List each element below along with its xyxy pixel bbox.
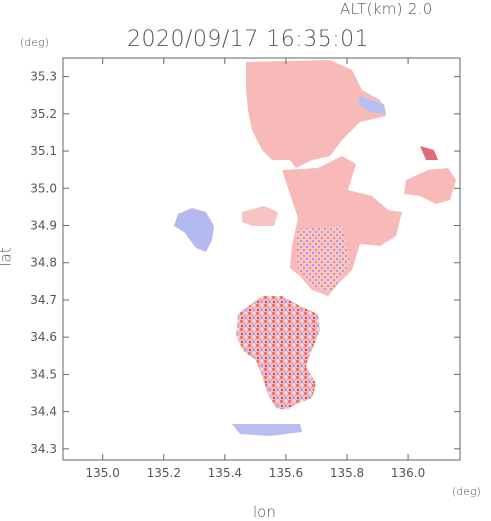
echo-south-line bbox=[232, 424, 302, 436]
x-axis: 135.0 135.2 135.4 135.6 135.8 136.0 bbox=[86, 58, 425, 480]
echo-east-patch bbox=[404, 168, 456, 204]
y-tick-label: 34.9 bbox=[30, 219, 57, 233]
plot-frame bbox=[62, 57, 461, 461]
y-tick-label: 34.4 bbox=[30, 405, 57, 419]
x-tick-label: 135.6 bbox=[269, 466, 303, 480]
echo-west-blue bbox=[174, 208, 214, 252]
x-tick-label: 135.2 bbox=[147, 466, 181, 480]
y-tick-label: 35.2 bbox=[30, 107, 57, 121]
echo-layer bbox=[174, 60, 456, 436]
y-axis: 34.3 34.4 34.5 34.6 34.7 34.8 34.9 35.0 35.1 35.2… bbox=[30, 70, 460, 456]
y-tick-label: 35.1 bbox=[30, 144, 57, 158]
x-tick-label: 136.0 bbox=[391, 466, 425, 480]
timestamp-title: 2020/09/17 16:35:01 bbox=[127, 27, 370, 52]
y-tick-label: 34.8 bbox=[30, 256, 57, 270]
y-tick-label: 34.6 bbox=[30, 330, 57, 344]
echo-north-blue bbox=[358, 96, 386, 114]
x-unit-label: (deg) bbox=[452, 485, 481, 498]
x-tick-label: 135.0 bbox=[86, 466, 120, 480]
y-tick-label: 34.7 bbox=[30, 293, 57, 307]
x-tick-label: 135.8 bbox=[330, 466, 364, 480]
y-tick-label: 35.0 bbox=[30, 181, 57, 195]
echo-central-speckle bbox=[296, 226, 350, 292]
x-axis-title: lon bbox=[253, 503, 276, 521]
y-tick-label: 34.3 bbox=[30, 442, 57, 456]
x-tick-label: 135.4 bbox=[208, 466, 242, 480]
echo-south-core bbox=[236, 296, 320, 410]
echo-mid-pink bbox=[242, 206, 278, 226]
echo-east-dot bbox=[420, 146, 438, 160]
y-tick-label: 34.5 bbox=[30, 367, 57, 381]
echo-north-cell bbox=[246, 60, 386, 168]
y-unit-label: (deg) bbox=[20, 36, 49, 49]
altitude-label: ALT(km) 2.0 bbox=[340, 0, 433, 18]
y-tick-label: 35.3 bbox=[30, 70, 57, 84]
